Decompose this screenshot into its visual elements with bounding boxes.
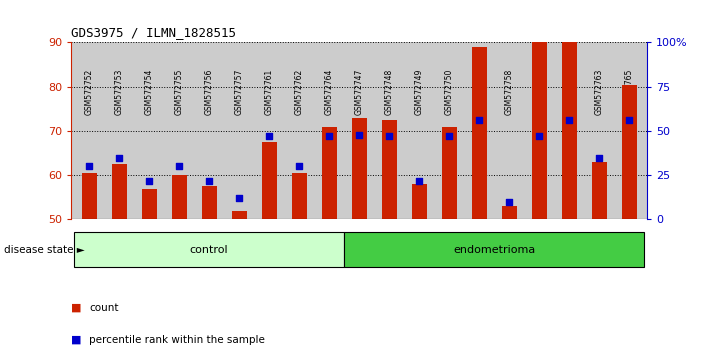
- Point: [503, 199, 515, 205]
- Text: count: count: [89, 303, 118, 313]
- Bar: [351, 118, 367, 219]
- Bar: [141, 188, 156, 219]
- Point: [593, 155, 604, 160]
- Point: [83, 164, 95, 169]
- Text: disease state ►: disease state ►: [4, 245, 85, 255]
- Point: [324, 133, 335, 139]
- Bar: [442, 126, 456, 219]
- Point: [413, 178, 424, 183]
- Bar: [562, 42, 577, 219]
- Text: control: control: [190, 245, 228, 255]
- Text: endometrioma: endometrioma: [453, 245, 535, 255]
- Bar: [592, 162, 606, 219]
- Point: [203, 178, 215, 183]
- Bar: [321, 126, 336, 219]
- Bar: [112, 164, 127, 219]
- Point: [144, 178, 155, 183]
- Point: [444, 133, 455, 139]
- Bar: [262, 142, 277, 219]
- Point: [294, 164, 305, 169]
- Point: [173, 164, 185, 169]
- Bar: [292, 173, 306, 219]
- Bar: [202, 186, 217, 219]
- Bar: [471, 47, 486, 219]
- Bar: [412, 184, 427, 219]
- Point: [533, 133, 545, 139]
- Text: GDS3975 / ILMN_1828515: GDS3975 / ILMN_1828515: [71, 26, 236, 39]
- Point: [383, 133, 395, 139]
- Bar: [621, 85, 636, 219]
- Point: [624, 118, 635, 123]
- Point: [263, 133, 274, 139]
- Text: ■: ■: [71, 335, 82, 345]
- Point: [114, 155, 125, 160]
- Point: [474, 118, 485, 123]
- Bar: [532, 42, 547, 219]
- Text: ■: ■: [71, 303, 82, 313]
- Bar: [82, 173, 97, 219]
- Text: percentile rank within the sample: percentile rank within the sample: [89, 335, 264, 345]
- Bar: [232, 211, 247, 219]
- Point: [353, 132, 365, 137]
- Point: [563, 118, 574, 123]
- Bar: [501, 206, 516, 219]
- Point: [233, 195, 245, 201]
- Bar: [171, 175, 186, 219]
- Bar: [382, 120, 397, 219]
